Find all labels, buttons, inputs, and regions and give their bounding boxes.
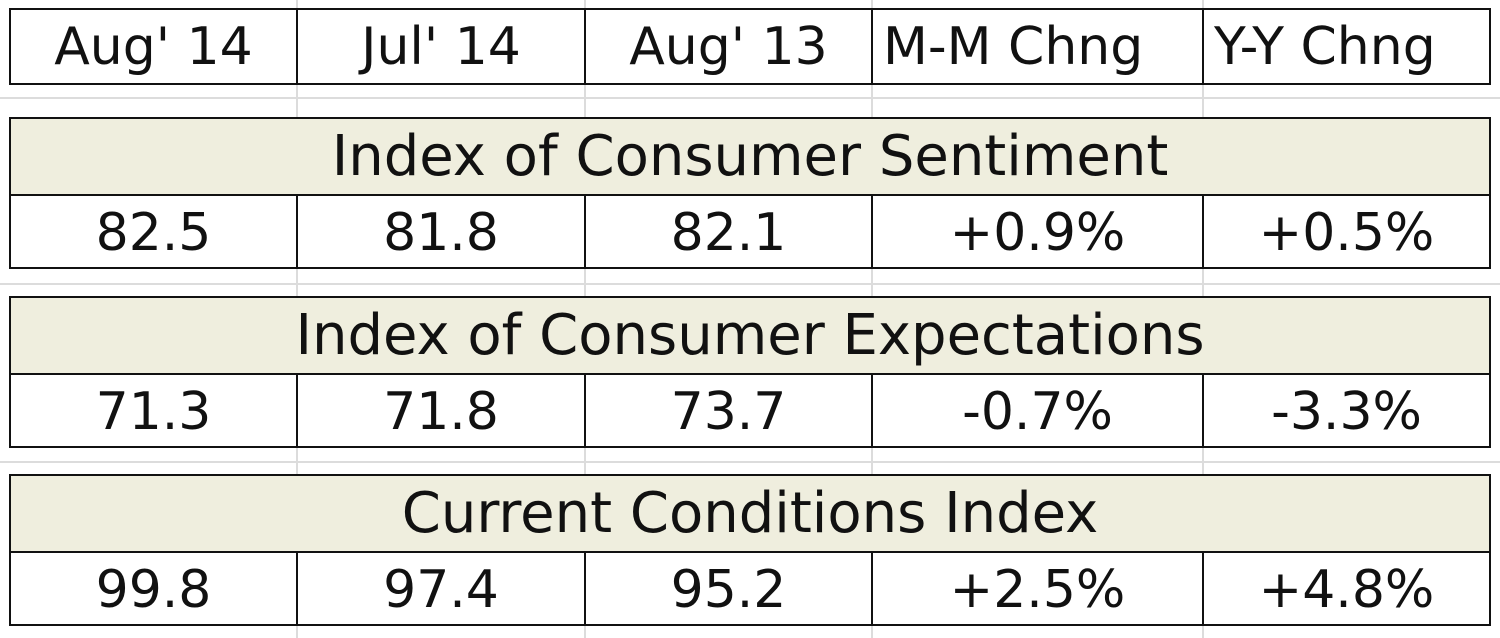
value-cell: +4.8% <box>1258 559 1435 620</box>
value-cell: 97.4 <box>298 553 586 626</box>
header-cell-jul14: Jul' 14 <box>298 10 586 83</box>
value-cell: 71.8 <box>298 375 586 448</box>
grid-line <box>0 283 1500 285</box>
value-cell: -0.7% <box>873 375 1204 448</box>
section-title: Index of Consumer Sentiment <box>11 119 1489 196</box>
header-cell-aug13: Aug' 13 <box>586 10 873 83</box>
values-row: 71.3 71.8 73.7 -0.7% -3.3% <box>11 375 1489 448</box>
value-cell: 99.8 <box>11 553 298 626</box>
section-consumer-sentiment: Index of Consumer Sentiment 82.5 81.8 82… <box>9 117 1491 269</box>
header-cell-mm-change: M-M Chng <box>873 10 1204 83</box>
value-cell: 82.5 <box>11 196 298 269</box>
section-consumer-expectations: Index of Consumer Expectations 71.3 71.8… <box>9 296 1491 448</box>
section-title: Index of Consumer Expectations <box>11 298 1489 375</box>
header-cell-yy-change: Y-Y Chng <box>1214 16 1436 77</box>
values-row: 82.5 81.8 82.1 +0.9% +0.5% <box>11 196 1489 269</box>
value-cell: 81.8 <box>298 196 586 269</box>
section-title: Current Conditions Index <box>11 476 1489 553</box>
value-cell: 71.3 <box>11 375 298 448</box>
value-cell: 95.2 <box>586 553 873 626</box>
grid-line <box>0 461 1500 463</box>
grid-line <box>0 97 1500 99</box>
value-cell: 73.7 <box>586 375 873 448</box>
value-cell: +0.9% <box>873 196 1204 269</box>
header-cell-aug14: Aug' 14 <box>11 10 298 83</box>
section-current-conditions: Current Conditions Index 99.8 97.4 95.2 … <box>9 474 1491 626</box>
value-cell: +2.5% <box>873 553 1204 626</box>
header-row: Aug' 14 Jul' 14 Aug' 13 M-M Chng Y-Y Chn… <box>9 8 1491 85</box>
value-cell: -3.3% <box>1271 381 1422 442</box>
value-cell: 82.1 <box>586 196 873 269</box>
values-row: 99.8 97.4 95.2 +2.5% +4.8% <box>11 553 1489 626</box>
value-cell: +0.5% <box>1258 202 1435 263</box>
